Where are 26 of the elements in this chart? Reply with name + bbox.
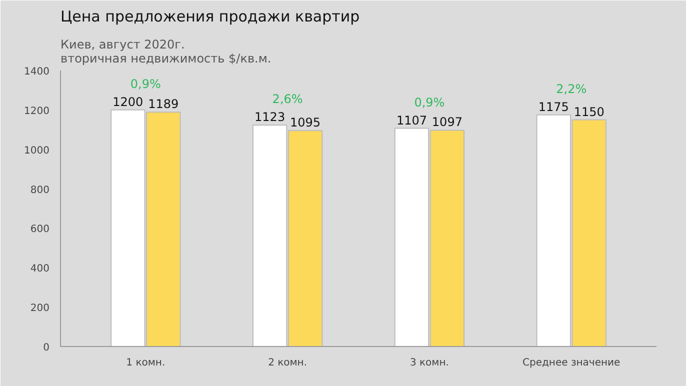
annotation: 0,9% <box>414 95 445 110</box>
chart-subtitle: Киев, август 2020г. вторичная недвижимость $/кв.м. <box>60 38 272 66</box>
data-label: 1107 <box>396 113 427 128</box>
y-tick-label: 0 <box>43 342 50 354</box>
data-label: 1175 <box>538 100 569 114</box>
data-label: 1123 <box>254 110 286 124</box>
annotation: 0,9% <box>130 76 161 91</box>
data-label: 1200 <box>112 94 144 109</box>
y-tick-label: 200 <box>30 303 50 314</box>
x-tick-label: Среднее значение <box>522 358 620 368</box>
data-label: 1189 <box>148 97 179 112</box>
chart-title: Цена предложения продажи квартир <box>60 8 360 26</box>
y-tick-label: 600 <box>30 224 50 236</box>
annotation: 2,2% <box>556 82 587 96</box>
y-tick-label: 1000 <box>24 145 50 156</box>
data-label: 1097 <box>432 115 462 130</box>
y-tick-label: 800 <box>30 184 50 196</box>
x-tick-label: 2 комн. <box>268 358 308 368</box>
y-tick-label: 400 <box>30 264 50 275</box>
data-label: 1150 <box>574 104 604 119</box>
y-tick-label: 1200 <box>24 106 50 117</box>
annotation: 2,6% <box>272 92 303 106</box>
y-tick-label: 1400 <box>24 66 50 78</box>
x-tick-label: 1 комн. <box>126 358 166 368</box>
x-tick-label: 3 комн. <box>410 358 449 368</box>
data-label: 1095 <box>290 116 321 130</box>
